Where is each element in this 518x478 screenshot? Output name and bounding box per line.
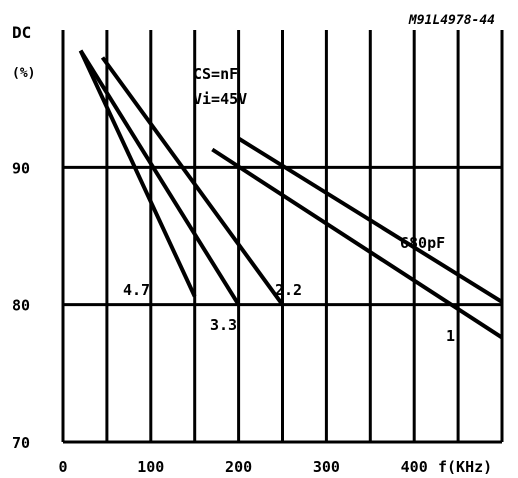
series-label-680pF: 680pF (400, 234, 445, 252)
series-lines (78, 49, 504, 340)
series-label-2.2: 2.2 (275, 281, 302, 299)
condition-capacitance: CS=nF (193, 65, 238, 83)
series-line-2.2 (100, 56, 285, 306)
series-line-1 (211, 147, 504, 340)
series-line-3.3 (78, 49, 241, 306)
x-tick-label: 0 (58, 458, 67, 476)
series-label-4.7: 4.7 (123, 281, 150, 299)
figure-code: M91L4978-44 (408, 13, 495, 28)
axes (61, 30, 504, 444)
x-tick-label: 100 (137, 458, 164, 476)
x-axis-label: f(KHz) (438, 458, 492, 476)
y-tick-label: 80 (12, 297, 30, 315)
series-label-3.3: 3.3 (210, 316, 237, 334)
x-tick-label: 300 (313, 458, 340, 476)
series-label-1: 1 (446, 327, 455, 345)
x-tick-label: 200 (225, 458, 252, 476)
condition-voltage: Vi=45V (193, 90, 247, 108)
y-tick-label: 90 (12, 159, 30, 177)
y-axis-unit: (%) (12, 66, 35, 81)
tick-labels: 0 100 200 300 400 70 80 90 (12, 159, 428, 476)
series-line-680pF (237, 136, 504, 304)
x-tick-label: 400 (401, 458, 428, 476)
y-tick-label: 70 (12, 434, 30, 452)
y-axis-label: DC (12, 23, 31, 42)
series-line-4.7 (78, 49, 197, 298)
